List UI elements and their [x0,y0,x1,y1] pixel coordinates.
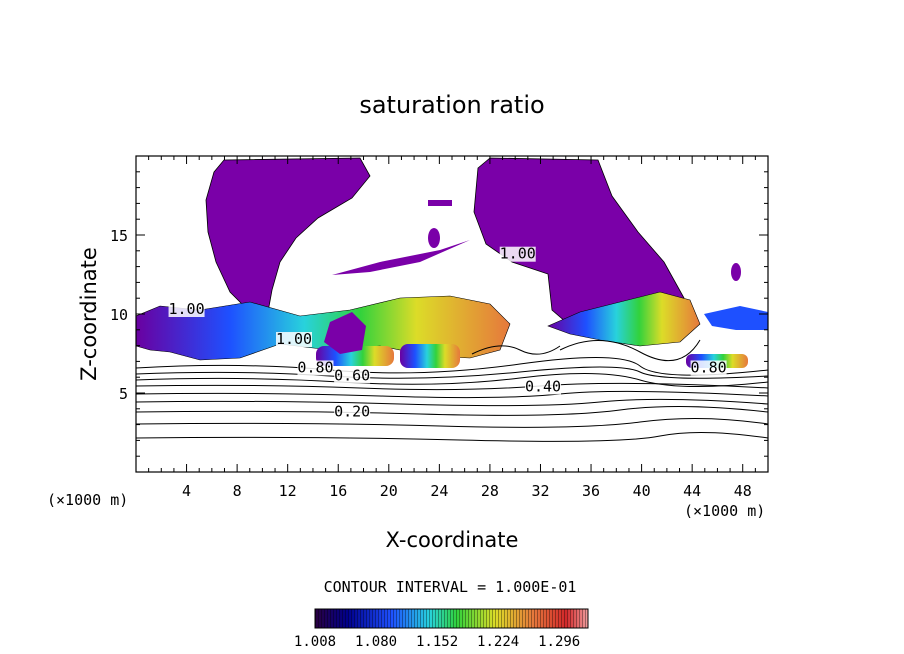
y-tick-label: 15 [110,227,128,245]
x-tick-label: 48 [734,482,752,500]
colorbar-tick-label: 1.008 [294,634,336,650]
contour-label-bg [276,332,312,348]
contour-label: 0.60 [334,366,370,384]
contour-label: 0.40 [525,377,561,395]
contour-label: 1.00 [500,245,536,263]
colorbar-frame [314,608,589,629]
contour-labels: 1.001.001.000.80 0.600.400.800.20 [168,245,726,421]
contour-label: 1.00 [276,330,312,348]
x-tick-label: 8 [233,482,242,500]
cloud-cell-2 [400,344,460,368]
x-tick-label: 28 [481,482,499,500]
x-tick-label: 20 [380,482,398,500]
x-tick-label: 36 [582,482,600,500]
colorbar-ticks: 1.008 1.080 1.152 1.224 1.296 [294,634,580,650]
colorbar-tick-label: 1.152 [416,634,458,650]
x-tick-label: 12 [279,482,297,500]
contour-label: 0.20 [334,403,370,421]
colorbar: 1.008 1.080 1.152 1.224 1.296 [294,608,589,650]
purple-blob [428,200,452,206]
contour-interval: CONTOUR INTERVAL = 1.000E-01 [324,578,577,596]
purple-region-left [205,157,371,313]
contour-lines [136,339,768,442]
contour-label-bg [499,246,536,262]
cloud-band-right [547,291,701,347]
cloud-band-far-right [704,306,768,330]
contour-label: 0.80 [297,358,333,376]
x-axis: 4 8 12 16 20 24 28 32 36 40 44 48 [148,156,756,500]
x-axis-label: X-coordinate [386,528,519,552]
y-axis-label: Z-coordinate [77,247,101,381]
x-tick-label: 40 [633,482,651,500]
cloud-cell-1 [316,346,394,366]
x-tick-label: 16 [329,482,347,500]
contour-label-bg [690,360,727,376]
purple-core [324,312,366,354]
plot-field [136,157,768,442]
contour-label: 1.00 [168,300,204,318]
colorbar-tick-label: 1.080 [355,634,397,650]
colorbar-stripes [315,609,588,628]
x-tick-label: 24 [430,482,448,500]
x-tick-label: 4 [182,482,191,500]
y-tick-label: 5 [119,385,128,403]
colorbar-tick-label: 1.224 [477,634,519,650]
x-unit-left: (×1000 m) [47,491,128,509]
contour-label: 0.80 [691,358,727,376]
contour-label-bg [297,360,334,376]
purple-streak [332,240,470,275]
chart-title: saturation ratio [359,91,544,119]
purple-dot-2 [731,263,741,281]
purple-dot-1 [428,228,440,248]
x-tick-label: 44 [683,482,701,500]
y-tick-label: 10 [110,306,128,324]
contour-label-bg [334,404,371,420]
contour-label-bg [525,379,562,395]
colorbar-tick-label: 1.296 [538,634,580,650]
x-tick-label: 32 [531,482,549,500]
y-axis: 5 10 15 [110,171,768,457]
contour-label-bg [168,302,205,317]
contour-label-bg [334,368,371,384]
x-unit-right: (×1000 m) [684,502,765,520]
